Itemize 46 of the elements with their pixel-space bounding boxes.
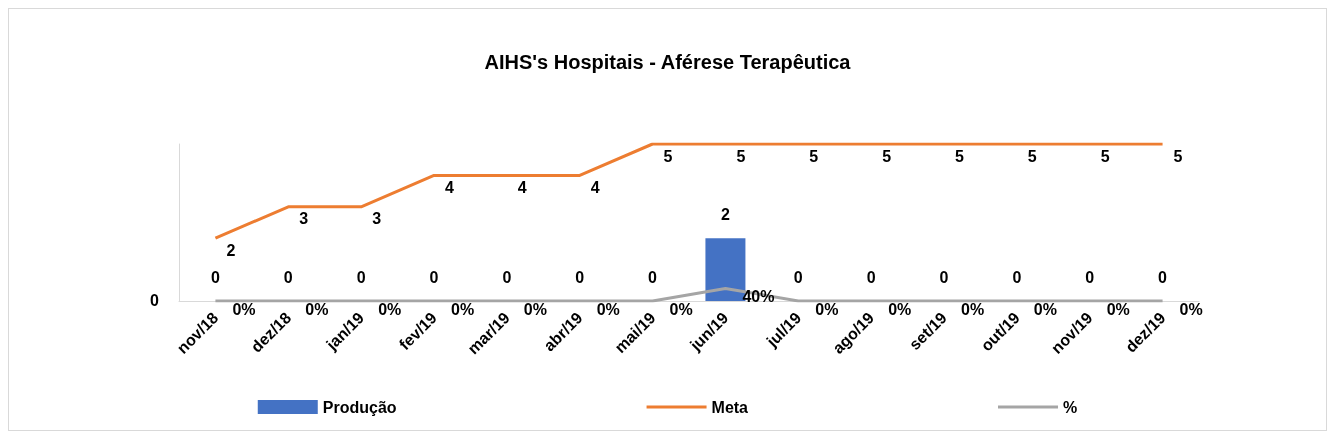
- data-label: 5: [882, 147, 892, 165]
- data-label: 0%: [232, 300, 256, 318]
- data-label: 0%: [596, 300, 620, 318]
- data-label: 0%: [378, 300, 402, 318]
- data-label: 2: [720, 205, 730, 223]
- data-label: 4: [445, 178, 454, 196]
- data-label: 0%: [669, 300, 693, 318]
- data-label: 0: [939, 268, 949, 286]
- data-label: 0: [793, 268, 803, 286]
- data-label: 4: [590, 178, 600, 196]
- data-label: 5: [955, 147, 964, 165]
- data-label: 0%: [451, 300, 475, 318]
- data-label: 0: [429, 268, 439, 286]
- data-label: 5: [1100, 147, 1110, 165]
- data-label: 0%: [305, 300, 329, 318]
- data-label: 0: [502, 268, 512, 286]
- data-label: 0: [210, 268, 220, 286]
- data-label: 0: [283, 268, 293, 286]
- data-label: 0%: [1106, 300, 1130, 318]
- data-label: 2: [226, 241, 236, 259]
- data-label: 0: [648, 268, 658, 286]
- data-label: 0: [1085, 268, 1095, 286]
- data-label: 4: [517, 178, 527, 196]
- data-label: 0: [356, 268, 366, 286]
- data-label: 5: [663, 147, 673, 165]
- data-label: 5: [1027, 147, 1037, 165]
- data-label: 0: [866, 268, 876, 286]
- data-label: 0: [1012, 268, 1022, 286]
- data-label: 0: [1158, 268, 1168, 286]
- data-label: 3: [372, 210, 382, 228]
- data-label: 0: [575, 268, 585, 286]
- data-label: 5: [809, 147, 819, 165]
- data-label: 3: [299, 210, 309, 228]
- data-label: 0%: [815, 300, 839, 318]
- legend-label: Produção: [322, 398, 397, 416]
- text: 0: [150, 291, 160, 309]
- data-label: 0%: [1033, 300, 1057, 318]
- data-label: 5: [736, 147, 746, 165]
- data-label: 5: [1173, 147, 1183, 165]
- data-label: 0%: [1179, 300, 1203, 318]
- data-label: 0%: [888, 300, 912, 318]
- legend-label: Meta: [711, 398, 749, 416]
- data-label: 0%: [523, 300, 547, 318]
- legend-label: %: [1063, 398, 1078, 416]
- data-label: 0%: [961, 300, 985, 318]
- chart-title: AIHS's Hospitais - Aférese Terapêutica: [484, 51, 852, 73]
